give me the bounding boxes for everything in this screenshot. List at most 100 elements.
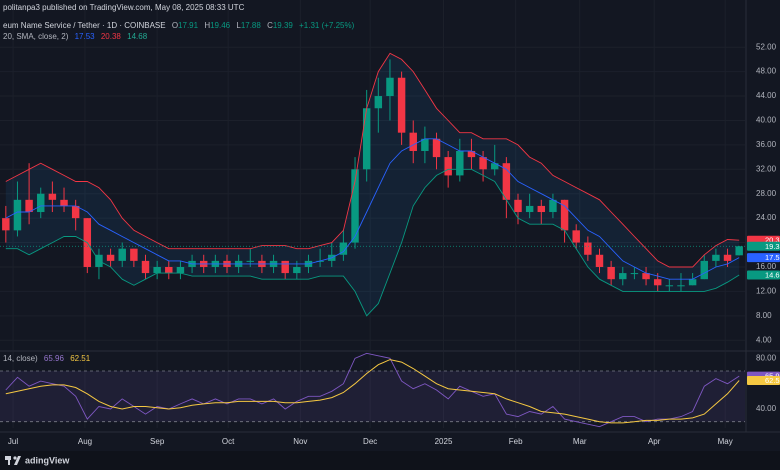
candle-body: [560, 199, 569, 231]
candle-body: [595, 254, 604, 267]
candle-body: [397, 77, 406, 133]
candle-body: [688, 279, 697, 286]
ohlc-high: H19.46: [204, 21, 230, 30]
bb-lower-value: 14.68: [127, 32, 148, 41]
symbol: eum Name Service / Tether · 1D · COINBAS…: [3, 21, 166, 30]
bb-basis-value: 17.53: [74, 32, 95, 41]
bb-basis-line: [5, 138, 740, 280]
logo-part: [14, 456, 21, 465]
value: 19.39: [272, 21, 293, 30]
footer-brand: adingView: [25, 455, 70, 465]
candle-body: [421, 138, 429, 151]
rsi-label: 14, close): [3, 354, 38, 363]
symbol-legend: eum Name Service / Tether · 1D · COINBAS…: [3, 21, 358, 30]
candle-body: [677, 285, 685, 287]
rsi-ma-badge-label: 62.51: [765, 376, 780, 385]
candle-body: [48, 193, 57, 200]
candle-body: [71, 205, 80, 219]
candle-body: [293, 266, 301, 274]
rsi-legend: 14, close) 65.96 62.51: [3, 354, 94, 363]
candle-body: [141, 260, 150, 274]
x-tick-label: Mar: [573, 437, 587, 446]
x-tick-label: Aug: [78, 437, 92, 446]
footer-bar: [0, 451, 780, 470]
candle-body: [316, 260, 324, 262]
bb-label: 20, SMA, close, 2): [3, 32, 69, 41]
x-tick-label: Sep: [150, 437, 165, 446]
x-tick-label: Apr: [648, 437, 661, 446]
logo-part: [13, 456, 17, 460]
y-tick-label: 16.00: [756, 262, 777, 271]
candle-body: [584, 242, 592, 255]
candle-body: [176, 266, 185, 274]
candle-body: [607, 266, 615, 280]
label: O: [171, 21, 179, 30]
y-tick-label: 44.00: [756, 91, 777, 100]
bb-upper-badge-label: 20.38: [765, 236, 780, 245]
candle-body: [432, 138, 441, 158]
candle-body: [386, 77, 394, 97]
candle-body: [502, 163, 511, 200]
candle-body: [118, 248, 126, 261]
last-price-badge: [747, 241, 780, 251]
candle-body: [653, 279, 662, 286]
candle-body: [37, 193, 45, 213]
candle-body: [409, 132, 417, 151]
candle-body: [549, 199, 557, 213]
bb-fill: [5, 53, 740, 316]
rsi-tick-label: 80.00: [756, 353, 777, 362]
candle-body: [25, 199, 33, 213]
y-tick-label: 28.00: [756, 189, 777, 198]
candle-body: [467, 150, 476, 158]
label: C: [267, 21, 273, 30]
y-tick-label: 32.00: [756, 164, 777, 173]
rsi-value: 65.96: [43, 354, 64, 363]
candle-body: [351, 169, 359, 243]
candle-body: [106, 254, 115, 261]
candle-body: [525, 205, 534, 213]
candle-body: [362, 108, 371, 170]
candle-body: [642, 273, 650, 280]
x-tick-label: Feb: [509, 437, 523, 446]
rsi-tick-label: 40.00: [756, 404, 777, 413]
candle-body: [700, 260, 708, 280]
candle-body: [630, 273, 639, 275]
publish-line: politanpa3 published on TradingView.com,…: [3, 3, 248, 12]
candle-body: [130, 248, 138, 261]
candle-body: [281, 260, 289, 274]
value: 19.46: [210, 21, 231, 30]
candle-body: [491, 163, 499, 170]
y-tick-label: 40.00: [756, 116, 777, 125]
ohlc-open: O17.91: [172, 21, 198, 30]
candle-body: [479, 157, 487, 170]
candle-body: [2, 218, 10, 231]
publish-text: politanpa3 published on TradingView.com,…: [3, 3, 245, 12]
candle-body: [374, 96, 383, 109]
bb-lower-badge-label: 14.68: [765, 271, 780, 280]
ohlc-low: L17.88: [236, 21, 260, 30]
rsi-line: [5, 352, 740, 428]
candle-body: [246, 260, 254, 262]
rsi-ma-line: [5, 359, 740, 424]
candle-body: [537, 205, 546, 213]
logo-part: [8, 456, 10, 465]
last-price-badge-label: 19.39: [765, 242, 780, 251]
bb-basis-badge-label: 17.53: [765, 253, 780, 262]
candle-body: [514, 199, 522, 213]
y-tick-label: 36.00: [756, 140, 777, 149]
candle-body: [444, 157, 452, 176]
rsi-band-fill: [0, 371, 745, 422]
footer-logo: [5, 456, 21, 465]
y-tick-label: 52.00: [756, 42, 777, 51]
candle-body: [735, 246, 743, 256]
rsi-ma-badge: [747, 375, 780, 385]
candle-body: [723, 254, 732, 261]
y-tick-label: 4.00: [756, 335, 772, 344]
y-tick-label: 12.00: [756, 287, 777, 296]
x-tick-label: Oct: [222, 437, 235, 446]
x-tick-label: Dec: [363, 437, 377, 446]
label: H: [204, 21, 211, 30]
candle-body: [712, 254, 720, 261]
candle-body: [339, 242, 348, 255]
